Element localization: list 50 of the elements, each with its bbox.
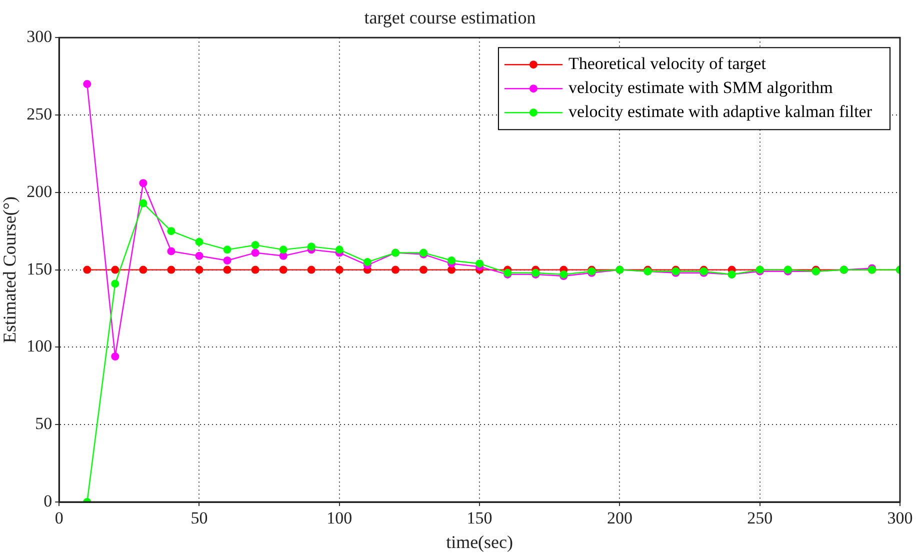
point [476,260,484,268]
point [139,266,148,274]
x-tick-label: 300 [887,508,913,528]
point [391,266,400,274]
point [167,266,176,274]
x-axis-title: time(sec) [446,532,514,552]
x-tick-label: 150 [466,508,492,528]
point [111,280,120,288]
point [307,266,316,274]
y-tick-label: 200 [26,182,52,201]
point [448,256,456,265]
y-tick-label: 300 [26,27,52,46]
point [335,246,344,254]
x-tick-label: 100 [326,508,352,528]
point [167,247,176,256]
x-tick-label: 250 [747,508,773,528]
point [307,242,316,251]
point [363,258,372,266]
legend-label: velocity estimate with SMM algorithm [568,78,833,98]
point [251,241,260,250]
y-tick-label: 0 [44,491,52,510]
legend-label: Theoretical velocity of target [568,54,766,74]
point [251,248,260,257]
point [279,246,288,254]
chart-title: target course estimation [364,8,536,28]
y-tick-label: 50 [35,414,52,434]
point [111,266,120,274]
point [139,199,148,208]
x-tick-label: 200 [606,508,632,528]
point [195,238,204,246]
point [195,252,204,260]
point [83,80,92,88]
point [419,266,428,274]
legend-label: velocity estimate with adaptive kalman filter [568,102,872,122]
point [335,266,344,274]
point [195,266,204,274]
point [167,227,176,236]
y-tick-label: 250 [26,104,52,124]
y-axis-title: Estimated Course(°) [0,196,20,344]
y-tick-label: 150 [26,259,52,278]
point [223,246,232,254]
point [251,266,260,274]
point [223,256,232,265]
y-tick-label: 100 [26,336,52,356]
x-tick-label: 50 [190,508,208,528]
point [139,179,148,188]
point [223,266,232,274]
point [279,266,288,274]
point [111,352,120,360]
point [83,266,92,274]
